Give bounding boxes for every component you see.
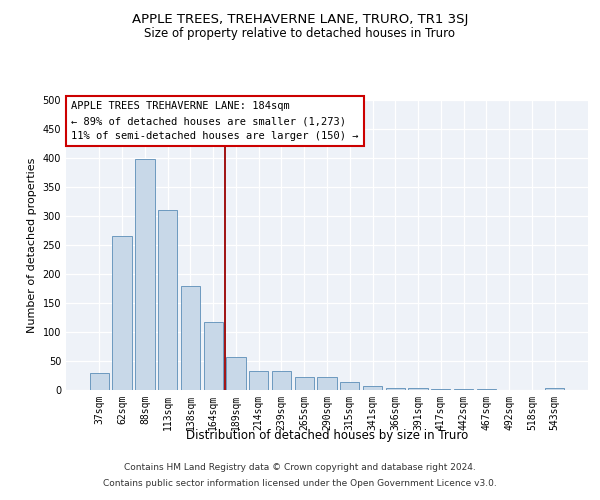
Text: Contains public sector information licensed under the Open Government Licence v3: Contains public sector information licen…	[103, 478, 497, 488]
Bar	[112, 236, 132, 390]
Bar	[386, 388, 405, 390]
Bar	[409, 388, 428, 390]
Bar	[454, 389, 473, 390]
Bar	[203, 322, 223, 390]
Text: APPLE TREES, TREHAVERNE LANE, TRURO, TR1 3SJ: APPLE TREES, TREHAVERNE LANE, TRURO, TR1…	[132, 12, 468, 26]
Bar	[249, 371, 268, 390]
Bar	[363, 386, 382, 390]
Text: Contains HM Land Registry data © Crown copyright and database right 2024.: Contains HM Land Registry data © Crown c…	[124, 464, 476, 472]
Bar	[90, 372, 109, 390]
Y-axis label: Number of detached properties: Number of detached properties	[27, 158, 37, 332]
Bar	[431, 389, 451, 390]
Bar	[340, 382, 359, 390]
Bar	[317, 377, 337, 390]
Bar	[295, 376, 314, 390]
Bar	[181, 286, 200, 390]
Text: Distribution of detached houses by size in Truro: Distribution of detached houses by size …	[186, 428, 468, 442]
Text: Size of property relative to detached houses in Truro: Size of property relative to detached ho…	[145, 28, 455, 40]
Bar	[158, 210, 178, 390]
Bar	[272, 371, 291, 390]
Bar	[545, 388, 564, 390]
Bar	[135, 159, 155, 390]
Text: APPLE TREES TREHAVERNE LANE: 184sqm
← 89% of detached houses are smaller (1,273): APPLE TREES TREHAVERNE LANE: 184sqm ← 89…	[71, 102, 359, 141]
Bar	[226, 357, 245, 390]
